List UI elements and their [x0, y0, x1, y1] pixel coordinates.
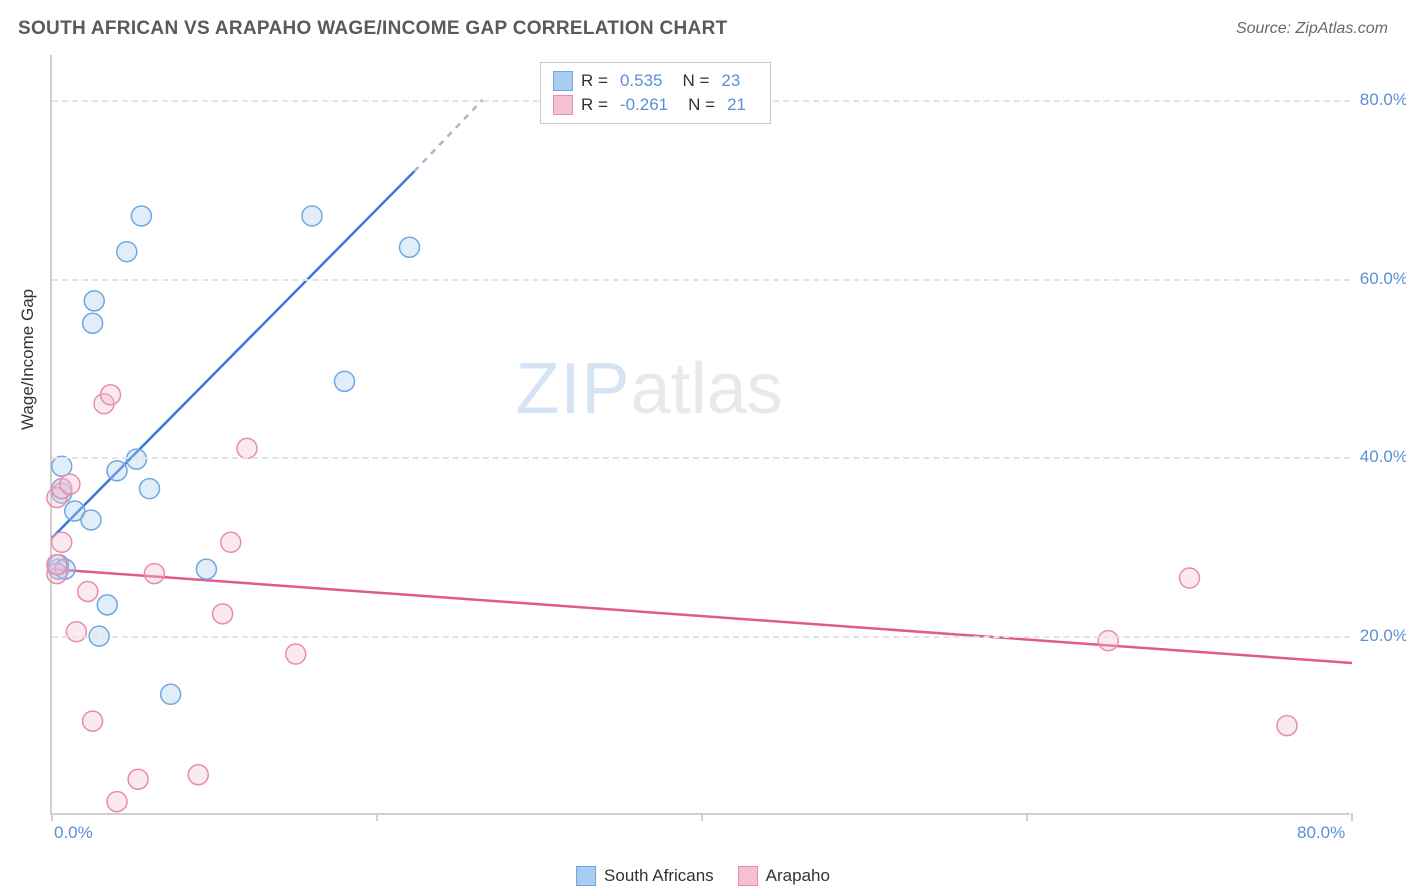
gridline-horizontal — [52, 457, 1350, 459]
legend-correlation: R = 0.535 N = 23 R = -0.261 N = 21 — [540, 62, 771, 124]
trend-line-extension — [414, 100, 482, 172]
data-point — [1277, 716, 1297, 736]
legend-r-label: R = — [581, 71, 608, 91]
legend-n-label: N = — [682, 71, 709, 91]
data-point — [188, 765, 208, 785]
data-point — [60, 474, 80, 494]
data-point — [237, 438, 257, 458]
chart-title: SOUTH AFRICAN VS ARAPAHO WAGE/INCOME GAP… — [18, 18, 728, 40]
data-point — [128, 769, 148, 789]
chart-header: SOUTH AFRICAN VS ARAPAHO WAGE/INCOME GAP… — [18, 18, 1388, 40]
y-tick-label: 60.0% — [1360, 269, 1406, 289]
legend-swatch — [553, 71, 573, 91]
plot-area: ZIPatlas 20.0%40.0%60.0%80.0%0.0%80.0% — [50, 55, 1350, 815]
data-point — [144, 564, 164, 584]
data-point — [1098, 631, 1118, 651]
data-point — [66, 622, 86, 642]
legend-n-value: 21 — [727, 95, 746, 115]
legend-series-label: Arapaho — [766, 866, 830, 886]
legend-series-label: South Africans — [604, 866, 714, 886]
data-point — [117, 242, 137, 262]
trend-line — [52, 569, 1352, 663]
x-tick-mark — [376, 813, 378, 821]
legend-n-label: N = — [688, 95, 715, 115]
data-point — [140, 479, 160, 499]
legend-r-value: -0.261 — [620, 95, 668, 115]
y-tick-label: 80.0% — [1360, 90, 1406, 110]
data-point — [81, 510, 101, 530]
legend-swatch — [553, 95, 573, 115]
x-tick-mark — [701, 813, 703, 821]
gridline-horizontal — [52, 636, 1350, 638]
data-point — [221, 532, 241, 552]
data-point — [107, 792, 127, 812]
x-tick-mark — [1351, 813, 1353, 821]
data-point — [286, 644, 306, 664]
data-point — [78, 581, 98, 601]
chart-svg — [52, 55, 1350, 813]
y-tick-label: 20.0% — [1360, 626, 1406, 646]
data-point — [161, 684, 181, 704]
legend-series: South Africans Arapaho — [576, 866, 830, 886]
data-point — [196, 559, 216, 579]
legend-r-value: 0.535 — [620, 71, 663, 91]
data-point — [47, 555, 67, 575]
x-tick-mark — [51, 813, 53, 821]
legend-series-item: South Africans — [576, 866, 714, 886]
source-label: Source: ZipAtlas.com — [1236, 20, 1388, 38]
legend-n-value: 23 — [721, 71, 740, 91]
data-point — [83, 711, 103, 731]
legend-series-item: Arapaho — [738, 866, 830, 886]
chart-container: SOUTH AFRICAN VS ARAPAHO WAGE/INCOME GAP… — [0, 0, 1406, 892]
legend-correlation-row: R = 0.535 N = 23 — [553, 69, 758, 93]
legend-swatch — [576, 866, 596, 886]
legend-correlation-row: R = -0.261 N = 21 — [553, 93, 758, 117]
data-point — [1180, 568, 1200, 588]
data-point — [84, 291, 104, 311]
x-tick-mark — [1026, 813, 1028, 821]
data-point — [213, 604, 233, 624]
y-tick-label: 40.0% — [1360, 447, 1406, 467]
data-point — [131, 206, 151, 226]
data-point — [83, 313, 103, 333]
data-point — [101, 385, 121, 405]
trend-line — [52, 171, 414, 538]
data-point — [302, 206, 322, 226]
legend-swatch — [738, 866, 758, 886]
legend-r-label: R = — [581, 95, 608, 115]
data-point — [97, 595, 117, 615]
data-point — [400, 237, 420, 257]
gridline-horizontal — [52, 279, 1350, 281]
x-tick-label: 0.0% — [54, 823, 93, 843]
data-point — [52, 532, 72, 552]
x-tick-label: 80.0% — [1297, 823, 1345, 843]
data-point — [107, 461, 127, 481]
data-point — [335, 371, 355, 391]
y-axis-title: Wage/Income Gap — [18, 289, 38, 430]
